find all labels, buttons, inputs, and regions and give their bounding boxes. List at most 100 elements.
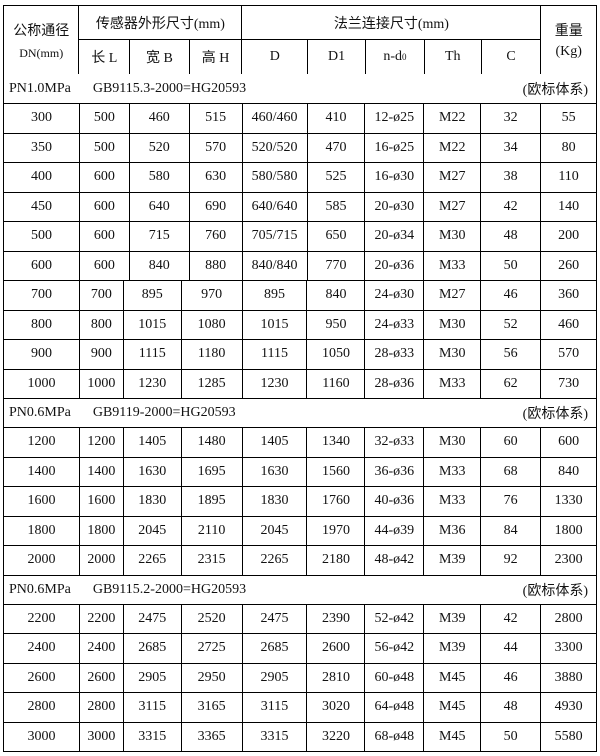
table-cell: 700 — [78, 281, 123, 310]
table-cell: 580/580 — [241, 163, 307, 192]
table-cell: 1405 — [122, 428, 181, 457]
table-cell: 36-ø36 — [364, 457, 423, 486]
table-cell: 2110 — [180, 516, 242, 545]
table-cell: 2000 — [27, 552, 56, 568]
flange-dimensions-header: 法兰连接尺寸(mm) D D1 n-d 0 Th C — [241, 6, 541, 74]
table-cell: 3315 — [241, 722, 307, 751]
table-cell: 1200 — [27, 434, 56, 450]
table-row: 1400 1400 1630 1695 1630 1560 36-ø36 M33 68 840 — [4, 456, 596, 486]
table-cell: 16-ø25 — [364, 133, 423, 162]
table-cell: 2200 — [27, 610, 56, 626]
sensor-dimensions-header: 传感器外形尺寸(mm) 长 L 宽 B 高 H — [78, 6, 242, 74]
dn-header: 公称通径 DN(mm) — [4, 6, 78, 74]
table-cell: 80 — [540, 133, 596, 162]
table-cell: 600 — [78, 222, 129, 251]
table-cell: 56-ø42 — [364, 634, 423, 663]
table-cell: 1630 — [122, 457, 181, 486]
table-cell: 600 — [540, 428, 596, 457]
table-cell: 12-ø25 — [364, 104, 423, 133]
table-cell: M33 — [423, 487, 480, 516]
table-cell: 2685 — [241, 634, 307, 663]
table-cell: 1830 — [241, 487, 307, 516]
table-cell: 410 — [306, 104, 365, 133]
table-cell: 1400 — [27, 463, 56, 479]
table-cell: M30 — [423, 428, 480, 457]
table-row: 800 800 1015 1080 1015 950 24-ø33 M30 52 460 — [4, 309, 596, 339]
table-cell: 24-ø33 — [364, 310, 423, 339]
table-row: 3000 3000 3315 3365 3315 3220 68-ø48 M45 50 5580 — [4, 721, 596, 751]
table-cell: 28-ø36 — [364, 369, 423, 398]
table-cell: 48-ø42 — [364, 546, 423, 575]
table-cell: 690 — [188, 192, 242, 221]
table-row: 2000 2000 2265 2315 2265 2180 48-ø42 M39 92 2300 — [4, 545, 596, 575]
table-cell: 200 — [540, 222, 596, 251]
table-cell: 64-ø48 — [364, 693, 423, 722]
weight-header: 重量 (Kg) — [540, 6, 596, 74]
table-cell: 92 — [480, 546, 540, 575]
table-cell: M33 — [423, 251, 480, 280]
table-cell: 2265 — [241, 546, 307, 575]
col-length: 长 L — [91, 50, 118, 66]
table-cell: 1230 — [241, 369, 307, 398]
table-cell: 770 — [306, 251, 365, 280]
table-cell: 1800 — [540, 516, 596, 545]
table-header: 公称通径 DN(mm) 传感器外形尺寸(mm) 长 L 宽 B 高 H 法兰连接… — [4, 6, 596, 74]
table-cell: M45 — [423, 663, 480, 692]
table-cell: 895 — [122, 281, 181, 310]
table-cell: 1970 — [306, 516, 364, 545]
table-cell: M39 — [423, 604, 480, 633]
table-cell: M33 — [423, 457, 480, 486]
table-cell: 3000 — [78, 722, 123, 751]
table-cell: 900 — [30, 346, 52, 362]
table-cell: M36 — [423, 516, 480, 545]
col-c: C — [480, 39, 541, 74]
table-cell: 2475 — [241, 604, 307, 633]
table-cell: 2520 — [180, 604, 242, 633]
table-cell: 2200 — [78, 604, 123, 633]
table-cell: 840 — [128, 251, 189, 280]
table-cell: 46 — [480, 663, 540, 692]
table-cell: 840/840 — [241, 251, 307, 280]
table-cell: 5580 — [540, 722, 596, 751]
table-cell: M27 — [423, 163, 480, 192]
col-th: Th — [423, 39, 481, 74]
table-cell: 840 — [540, 457, 596, 486]
table-cell: 1200 — [78, 428, 123, 457]
table-cell: 520 — [128, 133, 189, 162]
table-cell: 1015 — [241, 310, 307, 339]
table-cell: 44-ø39 — [364, 516, 423, 545]
table-cell: 2905 — [122, 663, 181, 692]
table-cell: 500 — [30, 228, 52, 244]
table-cell: 1115 — [122, 340, 181, 369]
table-cell: 3315 — [122, 722, 181, 751]
table-cell: 60 — [480, 428, 540, 457]
table-row: 450 600 640 690 640/640 585 20-ø30 M27 42 140 — [4, 191, 596, 221]
table-cell: 1830 — [122, 487, 181, 516]
table-cell: 46 — [480, 281, 540, 310]
table-cell: M27 — [423, 192, 480, 221]
table-cell: 2800 — [27, 699, 56, 715]
table-cell: 68 — [480, 457, 540, 486]
table-cell: 1015 — [122, 310, 181, 339]
table-cell: 360 — [540, 281, 596, 310]
table-cell: M39 — [423, 634, 480, 663]
table-cell: M45 — [423, 722, 480, 751]
table-cell: 1600 — [78, 487, 123, 516]
table-cell: 2685 — [122, 634, 181, 663]
table-cell: 16-ø30 — [364, 163, 423, 192]
table-cell: M30 — [423, 222, 480, 251]
table-row: 1800 1800 2045 2110 2045 1970 44-ø39 M36 84 1800 — [4, 515, 596, 545]
table-cell: 3115 — [241, 693, 307, 722]
table-cell: 700 — [30, 287, 52, 303]
table-cell: 650 — [306, 222, 365, 251]
table-cell: 2725 — [180, 634, 242, 663]
table-cell: 40-ø36 — [364, 487, 423, 516]
section-header: PN0.6MPa GB9115.2-2000=HG20593 (欧标体系) — [4, 574, 596, 604]
table-cell: 460 — [128, 104, 189, 133]
table-cell: 3165 — [180, 693, 242, 722]
table-cell: 3300 — [540, 634, 596, 663]
table-cell: M22 — [423, 104, 480, 133]
table-row: 700 700 895 970 895 840 24-ø30 M27 46 360 — [4, 280, 596, 310]
table-cell: 705/715 — [241, 222, 307, 251]
table-cell: 2000 — [78, 546, 123, 575]
